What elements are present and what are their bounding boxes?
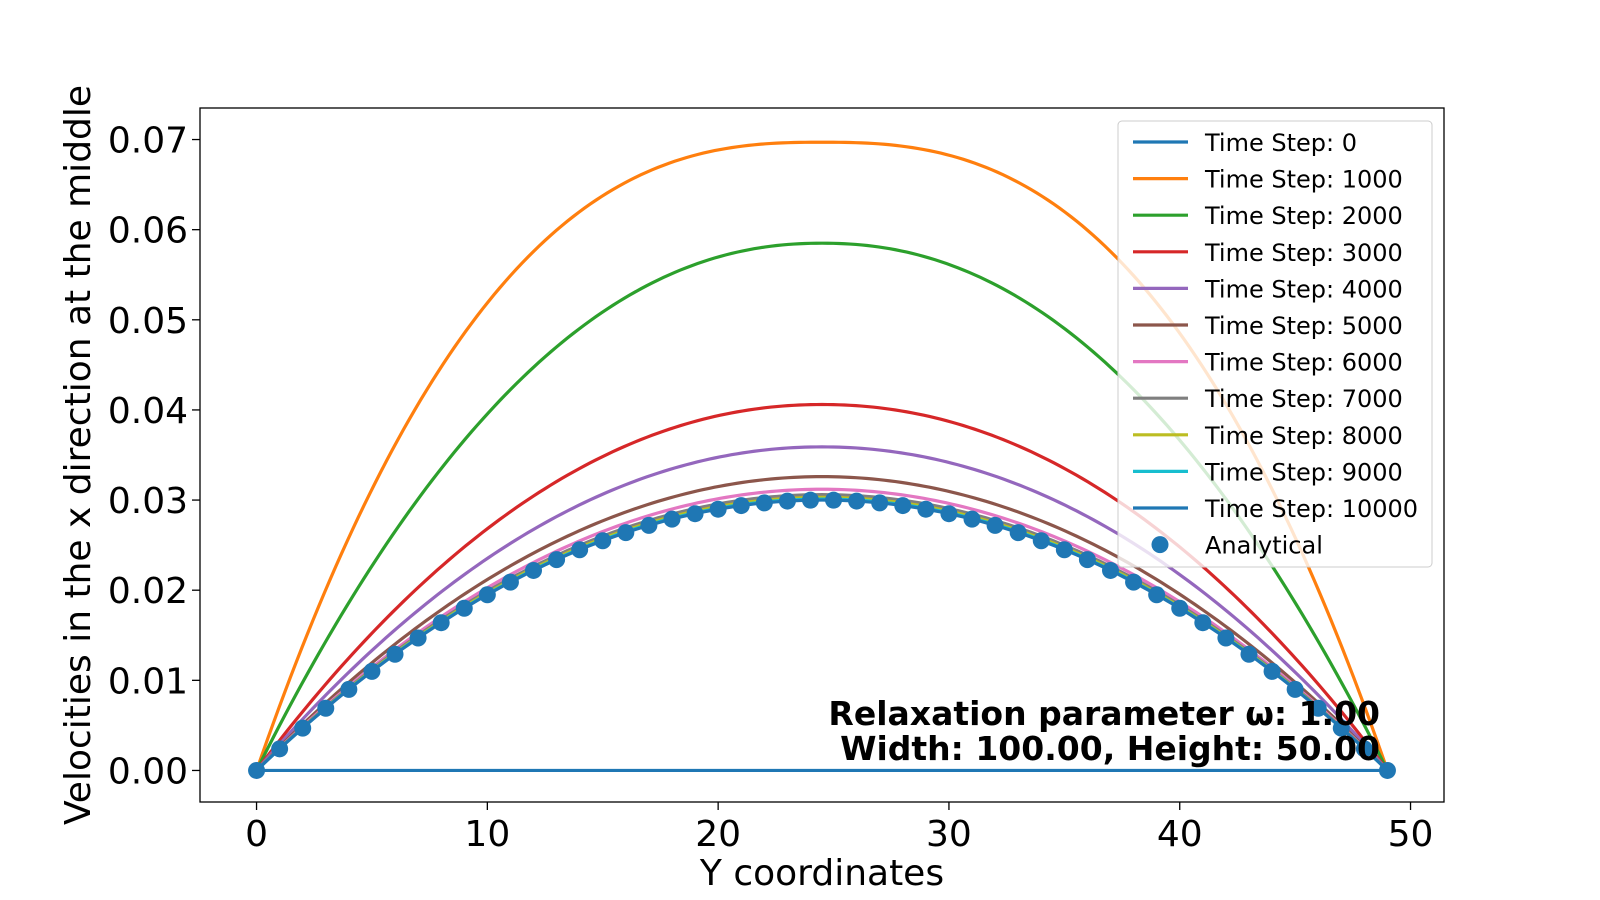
analytical-point: [1171, 599, 1189, 617]
analytical-point: [571, 541, 589, 559]
analytical-point: [1263, 662, 1281, 680]
analytical-point: [1032, 532, 1050, 550]
x-tick-label: 50: [1388, 814, 1434, 855]
analytical-point: [1148, 586, 1166, 604]
analytical-point: [248, 761, 266, 779]
analytical-point: [709, 500, 727, 518]
y-tick-label: 0.02: [108, 571, 188, 612]
analytical-point: [663, 510, 681, 528]
analytical-point: [732, 497, 750, 515]
legend-label: Time Step: 10000: [1204, 495, 1418, 523]
analytical-point: [594, 532, 612, 550]
analytical-point: [1332, 719, 1350, 737]
analytical-point: [686, 505, 704, 523]
legend-label: Time Step: 8000: [1204, 422, 1403, 450]
analytical-points: [248, 491, 1396, 779]
analytical-point: [963, 510, 981, 528]
legend-box: [1117, 120, 1433, 568]
analytical-point: [1055, 541, 1073, 559]
y-axis: 0.00 0.01 0.02 0.03 0.04 0.05 0.06 0.07: [108, 121, 200, 792]
y-axis-label: Velocities in the x direction at the mid…: [58, 85, 99, 825]
analytical-point: [778, 492, 796, 510]
analytical-point: [1102, 561, 1119, 579]
x-tick-label: 10: [464, 814, 510, 855]
analytical-point: [755, 494, 773, 512]
x-axis: 0 10 20 30 40 50: [245, 802, 1433, 855]
analytical-point: [871, 494, 889, 512]
annotation-relaxation: Relaxation parameter ω: 1.00: [828, 694, 1380, 733]
x-axis-label: Y coordinates: [699, 853, 944, 894]
analytical-point: [825, 491, 843, 509]
legend-label: Time Step: 2000: [1204, 202, 1403, 230]
legend-label: Time Step: 4000: [1204, 275, 1403, 303]
y-tick-label: 0.06: [108, 211, 188, 252]
analytical-point: [409, 629, 427, 647]
analytical-point: [1240, 645, 1258, 663]
x-tick-label: 40: [1157, 814, 1203, 855]
analytical-point: [1378, 761, 1396, 779]
legend: Time Step: 0 Time Step: 1000 Time Step: 20…: [1117, 120, 1433, 568]
analytical-point: [294, 719, 312, 737]
x-tick-label: 0: [245, 814, 268, 855]
legend-label: Time Step: 7000: [1204, 385, 1403, 413]
analytical-point: [1194, 614, 1212, 632]
analytical-point: [525, 561, 542, 579]
legend-label: Time Step: 9000: [1204, 458, 1403, 486]
analytical-point: [1009, 524, 1027, 542]
analytical-point: [455, 599, 473, 617]
y-tick-label: 0.04: [108, 391, 188, 432]
series-line-5: [255, 475, 1389, 772]
series-line-4: [255, 445, 1389, 772]
analytical-point: [1217, 629, 1235, 647]
analytical-point: [340, 680, 358, 698]
analytical-point: [640, 516, 658, 534]
legend-label: Analytical: [1205, 532, 1323, 560]
y-tick-label: 0.03: [108, 481, 188, 522]
analytical-point: [1125, 573, 1143, 591]
annotation-dimensions: Width: 100.00, Height: 50.00: [840, 729, 1380, 768]
y-tick-label: 0.07: [108, 121, 188, 162]
analytical-point: [1355, 740, 1373, 758]
analytical-point: [986, 516, 1004, 534]
analytical-point: [1078, 551, 1096, 569]
legend-label: Time Step: 1000: [1204, 166, 1403, 194]
analytical-point: [848, 492, 866, 510]
analytical-point: [940, 505, 958, 523]
analytical-point: [917, 500, 935, 518]
y-tick-label: 0.05: [108, 301, 188, 342]
legend-label: Time Step: 0: [1204, 129, 1357, 157]
analytical-point: [894, 497, 912, 515]
legend-label: Time Step: 3000: [1204, 239, 1403, 267]
plot-frame: [199, 107, 1445, 803]
legend-label: Time Step: 6000: [1204, 349, 1403, 377]
x-tick-label: 20: [695, 814, 741, 855]
analytical-point: [386, 645, 404, 663]
legend-marker: [1151, 536, 1169, 554]
analytical-point: [501, 573, 519, 591]
x-tick-label: 30: [926, 814, 972, 855]
analytical-point: [617, 524, 635, 542]
legend-label: Time Step: 5000: [1204, 312, 1403, 340]
analytical-point: [478, 586, 496, 604]
analytical-point: [1309, 699, 1327, 717]
analytical-point: [363, 662, 381, 680]
analytical-point: [317, 699, 335, 717]
analytical-point: [1286, 680, 1304, 698]
series-line-6: [255, 487, 1389, 772]
analytical-point: [801, 491, 819, 509]
analytical-point: [271, 740, 289, 758]
analytical-point: [548, 551, 566, 569]
y-tick-label: 0.01: [108, 661, 188, 702]
y-tick-label: 0.00: [108, 751, 188, 792]
analytical-point: [432, 614, 450, 632]
